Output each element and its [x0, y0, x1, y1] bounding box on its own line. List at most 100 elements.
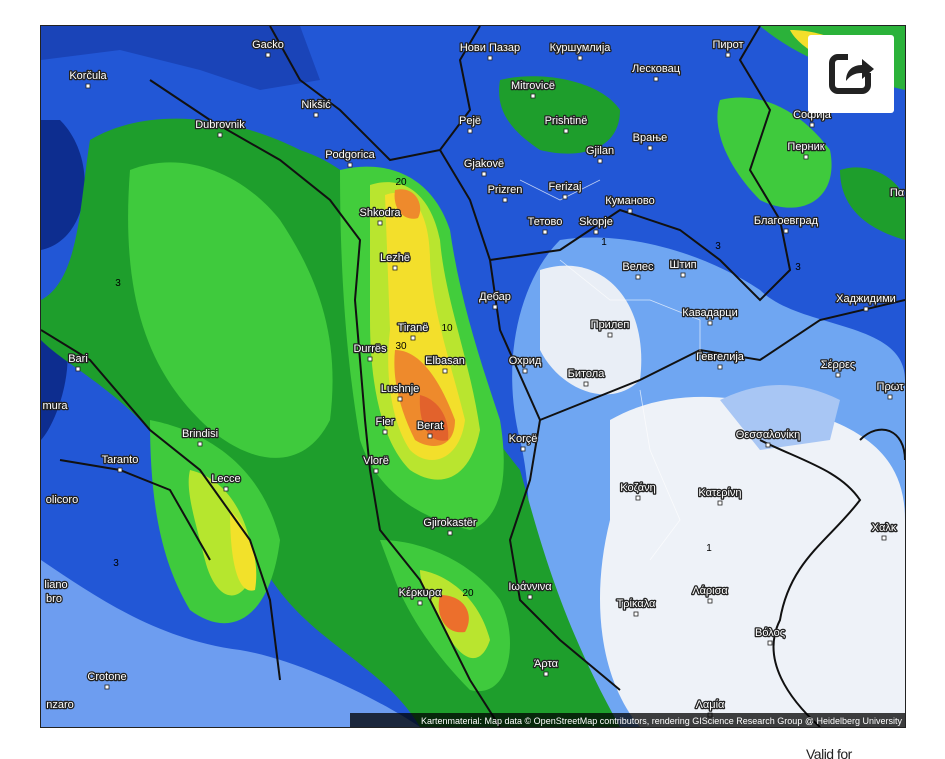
- place-marker: [427, 433, 433, 439]
- place-marker: [117, 467, 123, 473]
- place-marker: [367, 356, 373, 362]
- place-label: Άρτα: [534, 658, 559, 670]
- place-label: Χαλκ: [872, 522, 897, 534]
- place-marker: [835, 372, 841, 378]
- place-label: Пирот: [712, 39, 743, 51]
- place-marker: [633, 611, 639, 617]
- place-label: Куманово: [605, 195, 655, 207]
- place-label: Nikšić: [301, 99, 331, 111]
- place-label: Врање: [633, 132, 668, 144]
- share-button[interactable]: [808, 35, 894, 113]
- place-marker: [522, 368, 528, 374]
- place-label: Βόλος: [755, 627, 785, 639]
- valid-for-label: Valid for: [806, 746, 852, 759]
- place-label: Gjirokastër: [423, 517, 477, 529]
- place-label: Tiranë: [398, 322, 429, 334]
- place-label: Τρίκαλα: [617, 598, 656, 610]
- place-marker: [583, 381, 589, 387]
- place-label: Korčula: [69, 70, 107, 82]
- place-marker: [520, 446, 526, 452]
- place-label: Хаджидими: [836, 293, 896, 305]
- place-label: Prizren: [488, 184, 523, 196]
- place-marker: [627, 208, 633, 214]
- contour-label: 20: [462, 588, 474, 599]
- place-label: Πα: [890, 187, 905, 199]
- place-marker: [223, 486, 229, 492]
- place-label: Elbasan: [425, 355, 465, 367]
- place-label: Pejë: [459, 115, 481, 127]
- place-marker: [447, 530, 453, 536]
- place-label: Перник: [787, 141, 824, 153]
- place-label: mura: [42, 400, 68, 412]
- place-label: Podgorica: [325, 149, 375, 161]
- place-marker: [217, 132, 223, 138]
- place-marker: [487, 55, 493, 61]
- place-marker: [803, 154, 809, 160]
- place-marker: [635, 274, 641, 280]
- place-marker: [647, 145, 653, 151]
- place-label: Дебар: [479, 291, 511, 303]
- place-marker: [635, 495, 641, 501]
- attribution: Kartenmaterial: Map data © OpenStreetMap…: [421, 716, 902, 726]
- place-marker: [377, 220, 383, 226]
- place-marker: [680, 272, 686, 278]
- place-marker: [410, 335, 416, 341]
- place-label: Кавадарци: [682, 307, 737, 319]
- place-label: Crotone: [87, 671, 126, 683]
- place-label: Fier: [376, 416, 395, 428]
- place-marker: [75, 366, 81, 372]
- place-marker: [373, 468, 379, 474]
- contour-label: 3: [113, 558, 119, 569]
- contour-label: 1: [601, 237, 607, 248]
- place-marker: [653, 76, 659, 82]
- place-marker: [783, 228, 789, 234]
- place-marker: [543, 671, 549, 677]
- place-label: Κατερίνη: [698, 487, 741, 499]
- place-label: Skopje: [579, 216, 613, 228]
- place-marker: [881, 535, 887, 541]
- place-marker: [197, 441, 203, 447]
- place-label: Brindisi: [182, 428, 218, 440]
- place-label: Prishtinë: [545, 115, 588, 127]
- place-label: Гевгелија: [696, 351, 745, 363]
- place-marker: [542, 229, 548, 235]
- place-marker: [382, 429, 388, 435]
- place-label: Θεσσαλονίκη: [736, 429, 800, 441]
- place-label: Lushnje: [381, 383, 420, 395]
- place-label: Dubrovnik: [195, 119, 245, 131]
- place-marker: [104, 684, 110, 690]
- place-label: Korçë: [509, 433, 538, 445]
- place-label: Durrës: [353, 343, 387, 355]
- place-label: Lezhë: [380, 252, 410, 264]
- place-marker: [707, 320, 713, 326]
- place-marker: [765, 442, 771, 448]
- place-label: nzaro: [46, 699, 74, 711]
- place-label: Bari: [68, 353, 88, 365]
- place-label: Κοζάνη: [620, 482, 655, 494]
- place-marker: [725, 52, 731, 58]
- place-marker: [607, 332, 613, 338]
- place-label: Σέρρες: [821, 359, 855, 371]
- place-marker: [502, 197, 508, 203]
- place-marker: [597, 158, 603, 164]
- place-label: Велес: [622, 261, 654, 273]
- place-marker: [887, 394, 893, 400]
- place-label: Gjakovë: [464, 158, 504, 170]
- place-marker: [809, 122, 815, 128]
- place-marker: [492, 304, 498, 310]
- contour-label: 3: [795, 262, 801, 273]
- place-marker: [442, 368, 448, 374]
- place-label: Lecce: [211, 473, 240, 485]
- place-marker: [313, 112, 319, 118]
- place-marker: [563, 128, 569, 134]
- place-label: Ferizaj: [548, 181, 581, 193]
- place-label: Vlorë: [363, 455, 389, 467]
- place-marker: [527, 594, 533, 600]
- contour-label: 10: [441, 323, 453, 334]
- place-label: Ιωάννινα: [508, 581, 552, 593]
- place-label: Тетово: [528, 216, 563, 228]
- place-marker: [717, 500, 723, 506]
- place-marker: [577, 55, 583, 61]
- place-marker: [593, 229, 599, 235]
- contour-label: 20: [395, 177, 407, 188]
